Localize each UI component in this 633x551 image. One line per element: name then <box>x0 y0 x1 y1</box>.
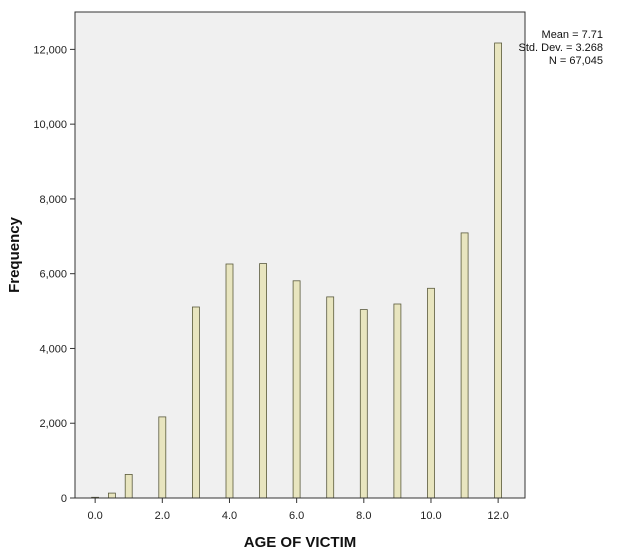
histogram-bar <box>359 309 368 499</box>
y-tick-label: 12,000 <box>33 44 67 56</box>
x-tick-label: 12.0 <box>487 510 508 522</box>
ticks-layer: 0 2,000 4,000 6,000 8,000 10,000 12,000 0.0 2.0 4… <box>33 44 509 522</box>
y-tick-label: 4,000 <box>39 343 67 355</box>
stats-n: N = 67,045 <box>549 55 603 67</box>
y-tick-label: 10,000 <box>33 119 67 131</box>
y-axis-title: Frequency <box>6 216 23 293</box>
x-tick-label: 10.0 <box>420 510 441 522</box>
histogram-bar <box>191 306 200 499</box>
y-tick-label: 6,000 <box>39 269 67 281</box>
stats-std-dev: Std. Dev. = 3.268 <box>519 42 604 54</box>
histogram-bar <box>494 42 503 499</box>
histogram-bar <box>460 232 469 499</box>
y-tick-label: 8,000 <box>39 194 67 206</box>
histogram-bar <box>427 287 435 499</box>
x-tick-label: 6.0 <box>289 510 304 522</box>
histogram-bar <box>393 303 402 499</box>
x-tick-label: 0.0 <box>88 510 103 522</box>
x-tick-label: 2.0 <box>155 510 170 522</box>
stats-mean: Mean = 7.71 <box>542 29 603 41</box>
x-tick-label: 8.0 <box>356 510 371 522</box>
histogram-bar <box>108 492 116 499</box>
y-tick-label: 2,000 <box>39 418 67 430</box>
histogram-bar <box>158 416 167 499</box>
x-tick-label: 4.0 <box>222 510 237 522</box>
histogram-bar <box>124 473 133 499</box>
y-tick-label: 0 <box>61 493 67 505</box>
histogram-bar <box>326 296 335 499</box>
histogram-bar <box>259 263 268 499</box>
histogram-bar <box>225 263 234 499</box>
x-axis-title: AGE OF VICTIM <box>244 534 357 551</box>
histogram-bar <box>292 280 301 499</box>
axes-layer <box>74 12 525 499</box>
stats-box: Mean = 7.71 Std. Dev. = 3.268 N = 67,045 <box>519 29 604 67</box>
